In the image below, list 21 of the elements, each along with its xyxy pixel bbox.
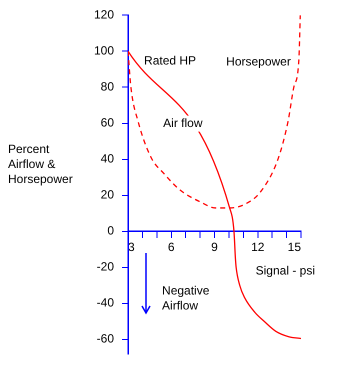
y-tick-label: -60: [96, 332, 114, 346]
y-tick-label: -40: [96, 296, 114, 310]
y-tick-label: 20: [100, 188, 114, 202]
y-tick-label: 0: [107, 224, 114, 238]
x-tick-label: 9: [211, 240, 218, 254]
series-label: Air flow: [163, 116, 203, 130]
y-tick-label: 40: [100, 152, 114, 166]
annotation: Rated HP: [144, 54, 196, 68]
x-tick-label: 6: [168, 240, 175, 254]
x-tick-label: 12: [251, 240, 265, 254]
y-tick-label: 120: [94, 8, 114, 22]
annotation: Negative Airflow: [162, 284, 210, 313]
x-axis-title: Signal - psi: [256, 264, 315, 278]
series-label: Horsepower: [226, 54, 291, 69]
y-axis-title: Percent Airflow & Horsepower: [8, 142, 73, 186]
y-tick-label: 60: [100, 116, 114, 130]
x-tick-label: 3: [128, 240, 136, 254]
x-tick-label: 15: [288, 240, 302, 254]
y-tick-label: 100: [94, 44, 114, 58]
y-tick-label: 80: [100, 80, 114, 94]
y-tick-label: -20: [96, 260, 114, 274]
